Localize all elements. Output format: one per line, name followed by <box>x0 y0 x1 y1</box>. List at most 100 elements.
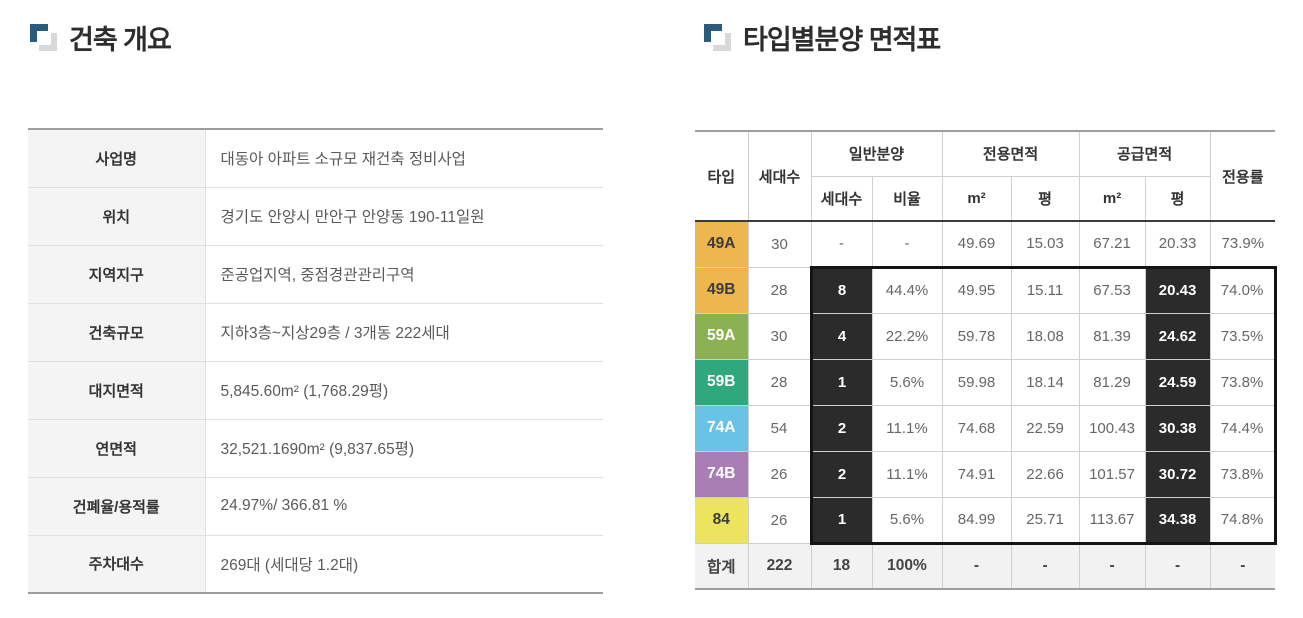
type-cell: 49A <box>695 220 749 268</box>
total-exclusive-sqm-cell: - <box>941 542 1012 590</box>
header-general-sale-group: 일반분양 <box>810 130 943 177</box>
general-sale-households-cell: 4 <box>809 312 873 360</box>
type-cell: 49B <box>695 266 749 314</box>
exclusive-pyeong-cell: 22.59 <box>1010 404 1080 452</box>
exclusive-sqm-cell: 59.78 <box>941 312 1012 360</box>
general-sale-households-cell: 2 <box>809 450 873 498</box>
supply-sqm-cell: 81.29 <box>1078 358 1146 406</box>
supply-pyeong-cell: 20.33 <box>1144 220 1211 268</box>
general-sale-households-cell: - <box>810 220 873 268</box>
table-row-74b: 74B 26 2 11.1% 74.91 22.66 101.57 30.72 … <box>695 450 1277 498</box>
supply-sqm-cell: 67.21 <box>1078 220 1146 268</box>
households-cell: 28 <box>747 266 812 314</box>
header-exclusive-rate: 전용률 <box>1209 130 1276 222</box>
general-sale-ratio-cell: 11.1% <box>871 450 943 498</box>
general-sale-households-cell: 2 <box>809 404 873 452</box>
general-sale-ratio-cell: 11.1% <box>871 404 943 452</box>
row-value: 경기도 안양시 만안구 안양동 190-11일원 <box>205 187 603 246</box>
table-row: 연면적 32,521.1690m² (9,837.65평) <box>28 419 603 478</box>
total-exclusive-rate-cell: - <box>1209 542 1276 590</box>
table-row: 사업명 대동아 아파트 소규모 재건축 정비사업 <box>28 129 603 188</box>
building-overview-table: 사업명 대동아 아파트 소규모 재건축 정비사업 위치 경기도 안양시 만안구 … <box>28 128 603 594</box>
row-label: 사업명 <box>28 129 206 188</box>
exclusive-rate-cell: 73.9% <box>1209 220 1276 268</box>
row-label: 연면적 <box>28 419 206 478</box>
exclusive-pyeong-cell: 22.66 <box>1010 450 1080 498</box>
households-cell: 30 <box>747 220 812 268</box>
row-label: 건폐율/용적률 <box>28 477 206 536</box>
header-exclusive-sqm: m² <box>941 175 1012 222</box>
general-sale-ratio-cell: 5.6% <box>871 496 943 545</box>
exclusive-pyeong-cell: 15.11 <box>1010 265 1080 314</box>
row-label: 대지면적 <box>28 361 206 420</box>
type-area-table: 타입 세대수 일반분양 전용면적 공급면적 전용률 세대수 비율 m² 평 m²… <box>695 130 1277 590</box>
general-sale-households-cell: 1 <box>809 496 873 545</box>
exclusive-rate-cell: 73.5% <box>1209 312 1277 360</box>
table-row: 건폐율/용적률 24.97%/ 366.81 % <box>28 477 603 536</box>
row-value: 준공업지역, 중점경관관리구역 <box>205 245 603 304</box>
folded-square-icon <box>30 24 57 51</box>
supply-sqm-cell: 81.39 <box>1078 312 1146 360</box>
row-value: 5,845.60m² (1,768.29평) <box>205 361 603 420</box>
table-row-74a: 74A 54 2 11.1% 74.68 22.59 100.43 30.38 … <box>695 404 1277 452</box>
exclusive-pyeong-cell: 15.03 <box>1010 220 1080 268</box>
table-row-49a: 49A 30 - - 49.69 15.03 67.21 20.33 73.9% <box>695 220 1276 268</box>
general-sale-ratio-cell: 5.6% <box>871 358 943 406</box>
supply-sqm-cell: 100.43 <box>1078 404 1146 452</box>
table-row-84: 84 26 1 5.6% 84.99 25.71 113.67 34.38 74… <box>695 496 1277 545</box>
table-row-59a: 59A 30 4 22.2% 59.78 18.08 81.39 24.62 7… <box>695 312 1277 360</box>
total-supply-pyeong-cell: - <box>1144 542 1211 590</box>
table-row-49b: 49B 28 8 44.4% 49.95 15.11 67.53 20.43 7… <box>695 265 1277 314</box>
type-cell: 84 <box>695 496 749 544</box>
table-header: 타입 세대수 일반분양 전용면적 공급면적 전용률 세대수 비율 m² 평 m²… <box>695 130 1276 222</box>
row-value: 지하3층~지상29층 / 3개동 222세대 <box>205 303 603 362</box>
page-title-type-area-table: 타입별분양 면적표 <box>743 25 941 55</box>
table-row: 위치 경기도 안양시 만안구 안양동 190-11일원 <box>28 187 603 246</box>
exclusive-sqm-cell: 84.99 <box>941 496 1012 545</box>
type-cell: 59A <box>695 312 749 360</box>
type-cell: 59B <box>695 358 749 406</box>
exclusive-rate-cell: 74.4% <box>1209 404 1277 452</box>
header-general-sale-households: 세대수 <box>811 175 873 222</box>
left-panel-title: 건축 개요 <box>30 18 172 57</box>
total-exclusive-pyeong-cell: - <box>1010 542 1080 590</box>
header-supply-area-group: 공급면적 <box>1078 130 1211 177</box>
exclusive-sqm-cell: 74.91 <box>941 450 1012 498</box>
general-sale-ratio-cell: - <box>871 220 943 268</box>
households-cell: 26 <box>747 450 812 498</box>
row-value: 대동아 아파트 소규모 재건축 정비사업 <box>205 129 603 188</box>
exclusive-pyeong-cell: 25.71 <box>1010 496 1080 545</box>
header-households: 세대수 <box>747 130 812 222</box>
total-general-sale-households-cell: 18 <box>810 542 873 590</box>
exclusive-sqm-cell: 49.95 <box>941 265 1012 314</box>
header-supply-sqm: m² <box>1078 175 1146 222</box>
total-households-cell: 222 <box>747 542 812 590</box>
table-row: 주차대수 269대 (세대당 1.2대) <box>28 535 603 593</box>
type-cell: 74B <box>695 450 749 498</box>
supply-pyeong-cell: 24.59 <box>1144 358 1211 406</box>
row-value: 269대 (세대당 1.2대) <box>220 556 359 574</box>
general-sale-households-cell: 8 <box>809 265 873 314</box>
table-row: 대지면적 5,845.60m² (1,768.29평) <box>28 361 603 420</box>
row-label: 위치 <box>28 187 206 246</box>
folded-square-icon <box>704 24 731 51</box>
type-cell: 74A <box>695 404 749 452</box>
exclusive-sqm-cell: 49.69 <box>941 220 1012 268</box>
total-supply-sqm-cell: - <box>1078 542 1146 590</box>
supply-pyeong-cell: 30.72 <box>1144 450 1211 498</box>
row-value: 32,521.1690m² (9,837.65평) <box>205 419 603 478</box>
exclusive-sqm-cell: 59.98 <box>941 358 1012 406</box>
table-row: 지역지구 준공업지역, 중점경관관리구역 <box>28 245 603 304</box>
general-sale-ratio-cell: 22.2% <box>871 312 943 360</box>
households-cell: 54 <box>747 404 812 452</box>
row-value: 24.97%/ 366.81 % <box>205 477 603 536</box>
header-general-sale-ratio: 비율 <box>871 175 943 222</box>
supply-pyeong-cell: 34.38 <box>1144 496 1211 545</box>
header-supply-pyeong: 평 <box>1144 175 1211 222</box>
supply-pyeong-cell: 24.62 <box>1144 312 1211 360</box>
general-sale-ratio-cell: 44.4% <box>871 265 943 314</box>
table-row-total: 합계 222 18 100% - - - - - <box>695 542 1276 590</box>
supply-sqm-cell: 101.57 <box>1078 450 1146 498</box>
households-cell: 30 <box>747 312 812 360</box>
row-label: 지역지구 <box>28 245 206 304</box>
